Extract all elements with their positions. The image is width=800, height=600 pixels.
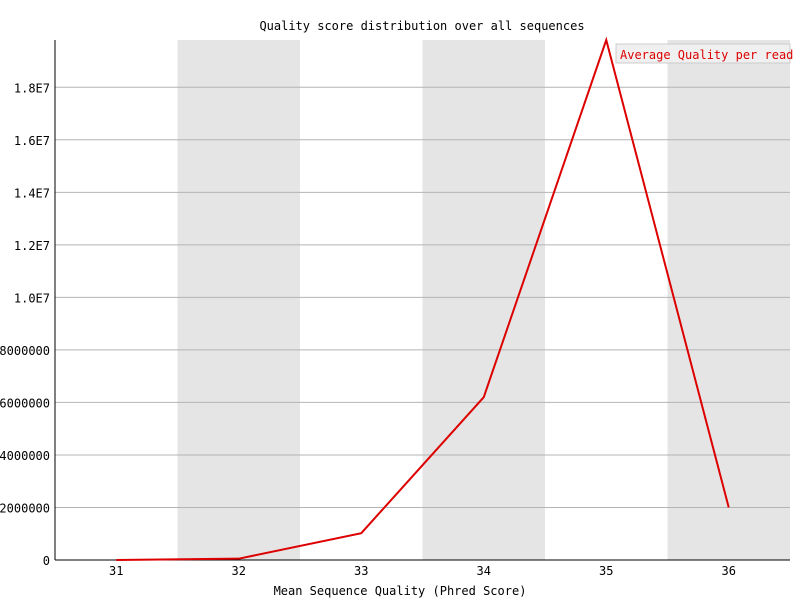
y-tick-label: 1.4E7 [14, 186, 50, 200]
legend-entry-average-quality: Average Quality per read [620, 48, 793, 62]
x-tick-label: 31 [109, 564, 123, 578]
y-tick-label: 1.0E7 [14, 291, 50, 305]
chart-title: Quality score distribution over all sequ… [259, 19, 584, 33]
y-tick-label: 1.6E7 [14, 134, 50, 148]
x-tick-label: 33 [354, 564, 368, 578]
x-axis-label: Mean Sequence Quality (Phred Score) [274, 584, 527, 598]
alternating-bands [177, 40, 790, 560]
legend-box [615, 43, 791, 64]
y-tick-label: 1.2E7 [14, 239, 50, 253]
x-tick-labels: 31 32 33 34 35 36 [109, 564, 736, 578]
legend: Average Quality per read [615, 43, 793, 64]
band-32 [177, 40, 300, 560]
y-tick-labels: 0 2000000 4000000 6000000 8000000 1.0E7 1.2E7 1… [0, 81, 50, 568]
y-tick-label: 1.8E7 [14, 81, 50, 95]
y-tick-label: 8000000 [0, 344, 50, 358]
series-line-0 [116, 36, 730, 561]
y-tick-label: 4000000 [0, 449, 50, 463]
x-tick-label: 36 [722, 564, 736, 578]
x-tick-label: 32 [232, 564, 246, 578]
y-gridlines [55, 86, 790, 508]
x-tick-label: 34 [477, 564, 491, 578]
x-tick-label: 35 [599, 564, 613, 578]
y-tick-label: 2000000 [0, 501, 50, 515]
band-34 [422, 40, 545, 560]
series-lines [116, 36, 730, 561]
y-tick-label: 6000000 [0, 396, 50, 410]
band-36 [667, 40, 790, 560]
y-tick-label: 0 [43, 554, 50, 568]
